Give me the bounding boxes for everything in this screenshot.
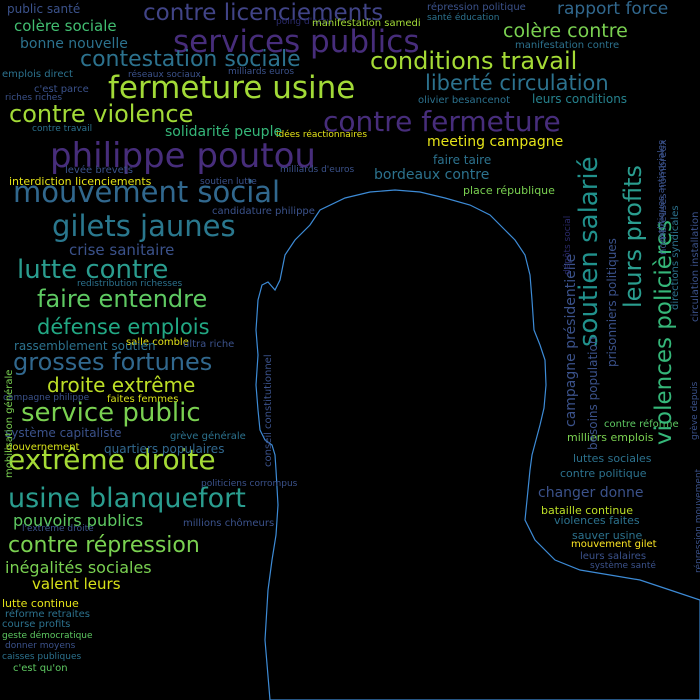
word-cloud-term: répression politique <box>427 2 526 13</box>
word-cloud-term: contestation sociale <box>80 47 301 72</box>
word-cloud-term: réseaux sociaux <box>128 70 201 80</box>
word-cloud-term: bonne nouvelle <box>20 36 128 52</box>
word-cloud-term: conditions travail <box>370 47 578 75</box>
word-cloud-term: milliers emplois <box>567 431 654 444</box>
word-cloud-term: manifestation samedi <box>312 18 421 29</box>
word-cloud-term: contre politique <box>560 467 647 480</box>
word-cloud-term: philippe poutou <box>50 136 316 176</box>
word-cloud-term: solidarité peuple <box>165 124 283 140</box>
word-cloud-term: directions syndicales <box>670 205 681 310</box>
word-cloud-term: sauver usine <box>572 529 643 542</box>
word-cloud-term: rassemblement soutien <box>14 339 156 353</box>
word-cloud-term: gouvernement <box>6 442 80 453</box>
word-cloud-term: contre violence <box>9 100 194 128</box>
word-cloud-term: interdiction licenciements <box>9 175 152 188</box>
word-cloud-term: rapport force <box>557 0 669 19</box>
word-cloud-term: campagne philippe <box>3 393 90 403</box>
word-cloud-term: liberté circulation <box>425 71 609 95</box>
word-cloud-term: santé éducation <box>427 13 500 23</box>
word-cloud-term: donner moyens <box>5 641 76 651</box>
word-cloud-term: contre réforme <box>604 419 679 430</box>
word-cloud-term: leurs profits <box>619 165 647 308</box>
word-cloud-term: fermeture usine <box>108 70 356 106</box>
word-cloud-term: contre répression <box>8 533 200 558</box>
word-cloud-term: idées réactionnaires <box>276 130 368 140</box>
word-cloud-term: défense emplois <box>37 315 210 339</box>
word-cloud-term: public santé <box>7 2 81 16</box>
word-cloud-term: usine blanquefort <box>8 483 246 514</box>
word-cloud-term: bordeaux contre <box>374 167 490 183</box>
word-cloud-term: répression mouvement <box>694 468 700 573</box>
word-cloud-term: prisonniers politiques <box>605 238 619 367</box>
word-cloud-term: faites femmes <box>107 394 179 405</box>
word-cloud-term: contre fermeture <box>323 105 561 138</box>
word-cloud-term: inégalités sociales <box>5 558 152 577</box>
word-cloud-term: contre licenciements <box>143 0 384 26</box>
word-cloud-term: grève générale <box>170 431 246 442</box>
word-cloud-term: système capitaliste <box>5 426 122 440</box>
word-cloud-term: manifestation contre <box>515 40 620 51</box>
word-cloud-term: meeting campagne <box>427 134 564 150</box>
word-cloud-term: emplois direct <box>2 69 73 80</box>
word-cloud-term: politiques antisociales <box>657 140 667 240</box>
word-cloud-term: violences faites <box>554 514 640 527</box>
word-cloud-term: mouvement social <box>13 175 281 209</box>
word-cloud-term: mouvement gilet <box>571 539 657 550</box>
word-cloud-term: réforme retraites <box>5 609 90 620</box>
word-cloud-term: droite extrême <box>47 373 196 397</box>
word-cloud-term: redistribution richesses <box>77 279 183 289</box>
word-cloud-term: levée brevets <box>65 165 133 176</box>
word-cloud-term: course profits <box>2 619 71 630</box>
word-cloud-term: milliards euros <box>228 67 295 77</box>
word-cloud-term: politiciens corrompus <box>201 479 298 489</box>
word-cloud-term: dépôts social <box>563 215 573 275</box>
word-cloud-term: besoins population <box>586 336 600 450</box>
word-cloud-term: leurs conditions <box>532 92 628 106</box>
word-cloud-term: gilets jaunes <box>52 209 236 243</box>
word-cloud-term: circulation installation <box>690 211 700 322</box>
word-cloud-term: caisses publiques <box>2 652 82 662</box>
word-cloud-term: colère contre <box>503 20 628 42</box>
word-cloud-term: ultra riche <box>183 339 235 350</box>
word-cloud-term: faire taire <box>433 153 492 167</box>
word-cloud-term: candidature philippe <box>212 206 315 217</box>
word-cloud-term: extrême droite <box>8 443 216 476</box>
word-cloud-term: pouvoirs publics <box>13 511 144 530</box>
word-cloud-term: mobilisation générale <box>4 369 15 478</box>
word-cloud-term: valent leurs <box>32 575 121 593</box>
word-cloud-term: lutte contre <box>17 255 169 285</box>
word-cloud-term: bataille continue <box>541 504 634 517</box>
word-cloud-term: colère sociale <box>14 17 117 35</box>
word-cloud-term: riches riches <box>5 93 63 103</box>
word-cloud-term: olivier besancenot <box>418 95 511 106</box>
word-cloud-term: luttes sociales <box>573 452 652 465</box>
word-cloud-term: geste démocratique <box>2 631 93 641</box>
word-cloud-term: c'est parce <box>34 84 89 95</box>
word-cloud-term: milliards d'euros <box>280 165 355 175</box>
word-cloud-term: salle comble <box>126 337 189 348</box>
word-cloud-term: soutien lutte <box>200 177 257 187</box>
silhouette-outline <box>255 189 700 700</box>
word-cloud-term: millions chômeurs <box>183 518 275 529</box>
word-cloud-term: conseil constitutionnel <box>263 354 274 467</box>
word-cloud-term: services publics <box>173 24 420 60</box>
word-cloud-term: soutien salarié <box>574 156 604 347</box>
word-cloud-term: grève depuis <box>690 381 700 440</box>
word-cloud-term: crise sanitaire <box>69 241 175 259</box>
word-cloud-term: l'extrême droite <box>22 524 94 534</box>
word-cloud-term: leurs salaires <box>580 551 647 562</box>
word-cloud-term: système santé <box>590 561 656 571</box>
word-cloud-term: lutte continue <box>2 597 79 610</box>
word-cloud-term: grosses fortunes <box>13 348 213 376</box>
word-cloud-term: contre travail <box>32 124 93 134</box>
word-cloud-term: faire entendre <box>37 285 208 313</box>
word-cloud-term: quartiers populaires <box>104 442 225 456</box>
word-cloud-term: changer donne <box>538 485 644 501</box>
word-cloud-term: service public <box>21 398 201 428</box>
word-cloud-term: place république <box>463 184 555 197</box>
word-cloud-term: poing d'actu <box>276 17 332 27</box>
word-cloud-term: c'est qu'on <box>13 663 68 674</box>
